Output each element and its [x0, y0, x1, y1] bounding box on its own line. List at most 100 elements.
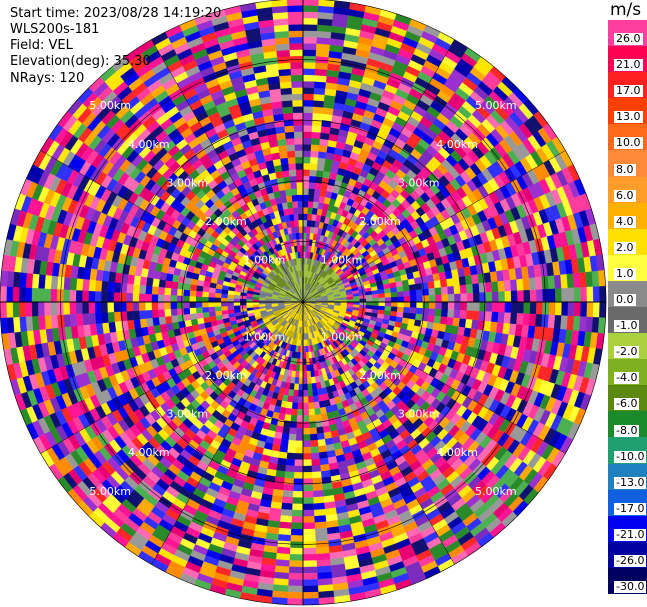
velocity-gate: [246, 301, 253, 306]
velocity-gate: [208, 296, 215, 303]
velocity-gate: [302, 162, 311, 170]
velocity-gate: [529, 289, 537, 303]
velocity-gate: [403, 301, 411, 308]
velocity-gate: [302, 87, 315, 95]
velocity-gate: [164, 308, 172, 317]
velocity-gate: [316, 432, 325, 441]
velocity-gate: [195, 307, 203, 314]
velocity-gate: [50, 301, 58, 316]
velocity-gate: [302, 352, 307, 359]
velocity-gate: [44, 301, 51, 316]
velocity-gate: [132, 301, 140, 312]
velocity-gate: [522, 278, 531, 291]
velocity-gate: [510, 312, 518, 325]
velocity-gate: [378, 301, 386, 307]
velocity-gate: [466, 292, 474, 303]
velocity-gate: [302, 434, 311, 442]
velocity-gate: [302, 377, 308, 385]
velocity-gate: [289, 547, 304, 555]
velocity-gate: [452, 317, 461, 327]
velocity-gate: [309, 169, 318, 177]
velocity-gate: [170, 308, 178, 317]
velocity-gate: [536, 289, 544, 303]
velocity-gate: [295, 427, 304, 435]
velocity-gate: [296, 409, 304, 416]
velocity-gate: [316, 170, 324, 178]
velocity-gate: [176, 301, 184, 309]
velocity-gate: [31, 315, 40, 331]
velocity-gate: [62, 289, 70, 303]
velocity-gate: [214, 301, 222, 307]
velocity-gate: [315, 49, 330, 58]
velocity-gate: [415, 313, 423, 321]
velocity-gate: [196, 312, 204, 319]
velocity-gate: [233, 305, 241, 310]
velocity-gate: [548, 301, 556, 316]
velocity-gate: [132, 284, 140, 294]
velocity-gate: [409, 289, 417, 297]
velocity-gate: [312, 490, 324, 498]
velocity-gate: [190, 318, 199, 326]
velocity-gate: [37, 301, 45, 317]
velocity-gate: [453, 309, 461, 319]
velocity-gate: [466, 284, 474, 294]
velocity-gate: [308, 182, 316, 190]
velocity-gate: [359, 295, 367, 300]
velocity-gate: [189, 301, 196, 309]
velocity-gate: [318, 0, 335, 8]
velocity-gate: [310, 446, 319, 454]
velocity-gate: [189, 295, 196, 303]
velocity-gate: [447, 309, 455, 318]
velocity-gate: [353, 295, 360, 300]
velocity-gate: [311, 471, 322, 479]
velocity-gate: [302, 61, 316, 69]
velocity-gate: [311, 125, 322, 133]
velocity-gate: [528, 277, 537, 291]
velocity-gate: [308, 408, 316, 416]
velocity-gate: [56, 288, 64, 303]
velocity-gate: [435, 301, 443, 310]
velocity-gate: [309, 163, 318, 171]
velocity-gate: [302, 465, 313, 473]
velocity-gate: [311, 131, 321, 139]
velocity-gate: [138, 284, 147, 294]
velocity-gate: [107, 301, 115, 313]
velocity-gate: [170, 294, 178, 303]
velocity-gate: [25, 287, 33, 303]
velocity-gate: [484, 282, 493, 293]
velocity-gate: [189, 289, 197, 297]
velocity-gate: [294, 459, 304, 467]
velocity-gate: [302, 112, 314, 120]
velocity-gate: [504, 301, 512, 314]
velocity-gate: [302, 125, 313, 132]
velocity-gate: [313, 87, 326, 95]
velocity-gate: [302, 150, 312, 158]
velocity-gate: [491, 311, 499, 323]
velocity-gate: [315, 534, 329, 542]
velocity-gate: [307, 389, 314, 397]
velocity-gate: [107, 311, 115, 323]
velocity-gate: [302, 49, 317, 57]
velocity-gate: [313, 93, 325, 102]
velocity-gate: [158, 279, 166, 288]
velocity-gate: [302, 459, 312, 467]
velocity-gate: [290, 414, 298, 422]
velocity-gate: [302, 200, 309, 208]
velocity-gate: [318, 445, 327, 453]
velocity-gate: [278, 527, 292, 536]
velocity-gate: [287, 585, 304, 593]
velocity-gate: [415, 283, 423, 291]
velocity-gate: [145, 317, 154, 327]
velocity-gate: [310, 156, 319, 165]
velocity-gate: [38, 315, 46, 330]
velocity-gate: [315, 546, 330, 555]
velocity-gate: [302, 427, 311, 435]
velocity-gate: [302, 169, 311, 177]
velocity-gate: [503, 280, 512, 292]
velocity-gate: [69, 289, 77, 303]
velocity-gate: [297, 390, 304, 397]
velocity-gate: [12, 286, 20, 303]
velocity-gate: [310, 370, 315, 378]
velocity-gate: [447, 293, 455, 303]
velocity-gate: [573, 287, 581, 303]
